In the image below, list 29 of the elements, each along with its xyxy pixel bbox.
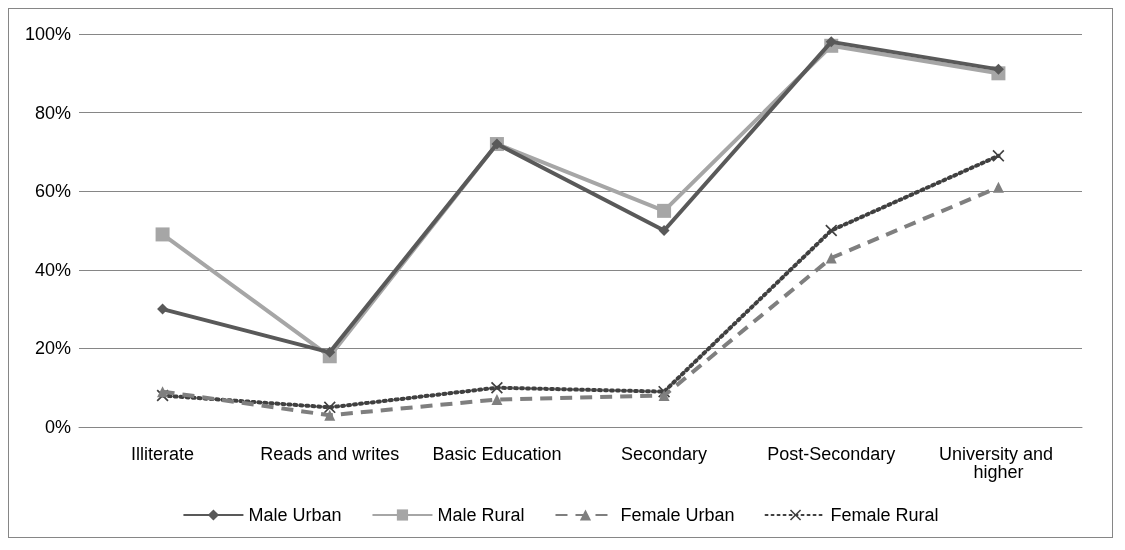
- legend-label: Male Rural: [437, 505, 525, 525]
- point: [323, 401, 336, 414]
- point: [992, 181, 1004, 193]
- x-tick-label: Basic Education: [432, 444, 562, 464]
- point: [155, 227, 170, 242]
- legend-label: Female Urban: [620, 505, 735, 525]
- y-tick-label: 80%: [34, 102, 71, 123]
- point: [657, 203, 672, 218]
- y-tick-label: 40%: [34, 259, 71, 280]
- x-tick-label: Post-Secondary: [767, 444, 896, 464]
- y-tick-label: 0%: [44, 417, 71, 437]
- point: [658, 225, 670, 236]
- point: [157, 303, 169, 315]
- x-tick-label: Reads and writes: [260, 444, 400, 464]
- point: [825, 252, 837, 264]
- x-tick-label: University and higher: [938, 444, 1058, 482]
- point: [324, 409, 336, 421]
- x-tick-label: Illiterate: [131, 444, 195, 464]
- point: [157, 386, 169, 398]
- y-tick-label: 60%: [34, 181, 71, 202]
- point: [825, 36, 837, 48]
- point: [658, 390, 670, 402]
- point: [491, 393, 503, 405]
- y-tick-label: 100%: [24, 24, 71, 44]
- legend-label: Male Urban: [248, 505, 342, 525]
- y-tick-label: 20%: [34, 338, 71, 359]
- legend-label: Female Rural: [830, 505, 939, 525]
- x-tick-label: Secondary: [621, 444, 708, 464]
- point: [324, 346, 336, 358]
